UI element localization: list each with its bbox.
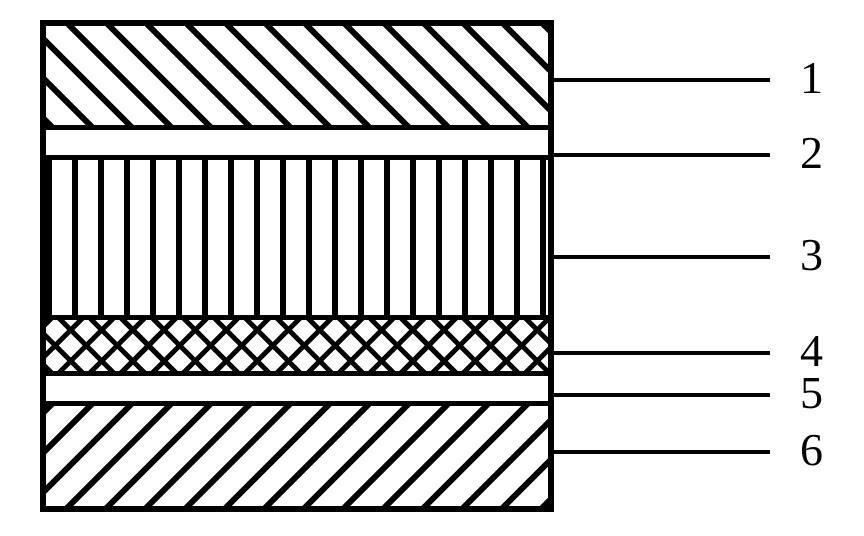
diagram-canvas: 123456 <box>0 0 864 536</box>
layer-label-5: 5 <box>800 370 823 416</box>
layer-1 <box>46 26 548 130</box>
layer-label-2: 2 <box>800 130 823 176</box>
leader-line-4 <box>554 351 770 355</box>
leader-line-3 <box>554 255 770 259</box>
layer-label-3: 3 <box>800 232 823 278</box>
leader-line-6 <box>554 450 770 454</box>
layer-3 <box>46 160 548 320</box>
leader-line-5 <box>554 393 770 397</box>
leader-line-2 <box>554 153 770 157</box>
layer-5 <box>46 376 548 406</box>
layer-2 <box>46 130 548 160</box>
layer-label-6: 6 <box>800 427 823 473</box>
layer-label-1: 1 <box>800 55 823 101</box>
layer-6 <box>46 406 548 506</box>
layer-stack <box>40 20 554 512</box>
leader-line-1 <box>554 78 770 82</box>
layer-4 <box>46 320 548 376</box>
